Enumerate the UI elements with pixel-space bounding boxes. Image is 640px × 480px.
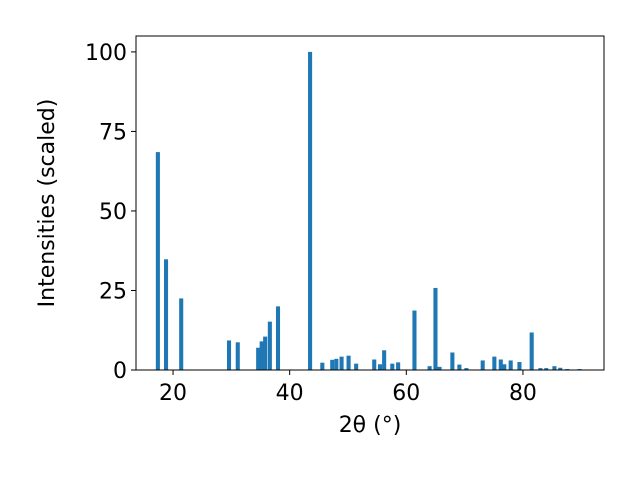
bar xyxy=(267,321,272,370)
y-tick-label: 0 xyxy=(113,359,127,384)
bar xyxy=(382,350,387,370)
bar xyxy=(498,359,503,370)
bar xyxy=(330,359,335,370)
bar xyxy=(396,362,401,370)
bar xyxy=(464,368,469,370)
bar xyxy=(378,364,383,370)
bar xyxy=(334,358,339,370)
bar xyxy=(492,356,497,370)
bar xyxy=(558,367,563,370)
bar xyxy=(437,366,442,370)
bar xyxy=(226,340,232,370)
y-tick-label: 50 xyxy=(99,200,127,225)
bar xyxy=(256,347,261,370)
bar xyxy=(155,152,160,370)
bar xyxy=(263,336,268,370)
bar xyxy=(235,342,240,370)
y-axis-label: Intensities (scaled) xyxy=(35,99,60,308)
bar xyxy=(259,341,264,370)
bar xyxy=(480,360,485,370)
bar xyxy=(544,368,549,370)
x-tick-label: 60 xyxy=(392,381,420,406)
bar xyxy=(502,364,507,370)
bar xyxy=(457,364,462,370)
y-tick-label: 25 xyxy=(99,279,127,304)
bar xyxy=(427,366,432,370)
bar xyxy=(552,366,557,370)
bar xyxy=(372,359,377,370)
bar xyxy=(508,360,513,370)
y-tick-label: 100 xyxy=(85,41,127,66)
bar xyxy=(517,362,522,370)
bar xyxy=(433,287,438,370)
bar xyxy=(529,332,534,370)
bar xyxy=(390,363,395,370)
y-tick-label: 75 xyxy=(99,120,127,145)
x-axis-label: 2θ (°) xyxy=(339,413,402,438)
bar xyxy=(163,259,169,370)
bar xyxy=(320,362,325,370)
bar xyxy=(308,51,313,371)
x-tick-label: 40 xyxy=(276,381,304,406)
bar xyxy=(339,356,344,370)
bar xyxy=(346,355,351,370)
bar xyxy=(412,310,417,370)
bar xyxy=(538,368,543,370)
x-tick-label: 80 xyxy=(509,381,537,406)
plot-frame xyxy=(135,35,605,371)
bar xyxy=(275,306,281,370)
bar xyxy=(450,352,455,370)
bar xyxy=(354,363,359,370)
bar xyxy=(179,298,184,370)
x-tick-label: 20 xyxy=(159,381,187,406)
